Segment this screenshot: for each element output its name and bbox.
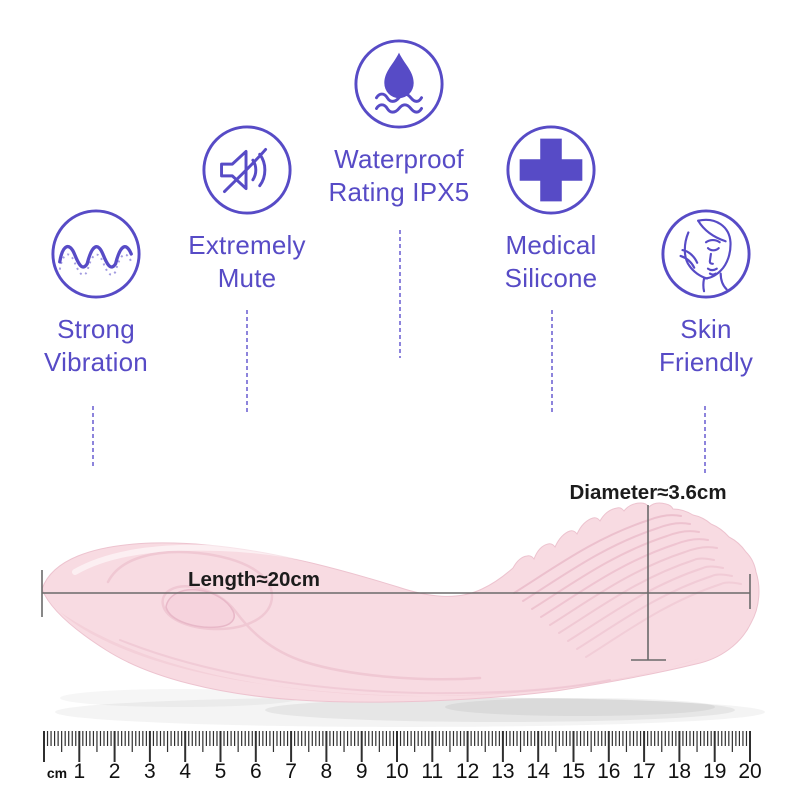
feature-extremely-mute: Extremely Mute [157,123,337,295]
feature-label: Extremely Mute [188,229,305,295]
ruler-number: 19 [703,760,726,783]
feature-label: Medical Silicone [505,229,598,295]
rib-line [549,546,718,626]
connector-dotted-line-medical [551,310,554,415]
feature-label-line: Friendly [658,347,754,377]
feature-skin-friendly: Skin Friendly [616,207,796,379]
feature-waterproof: Waterproof Rating IPX5 [309,37,489,209]
ruler-number: 10 [385,760,408,783]
feature-label-line: Extremely [188,230,306,260]
ruler-number: 1 [73,760,85,783]
female-face-icon [661,209,751,299]
rib-line [540,538,709,618]
ruler-number: 7 [285,760,297,783]
ruler-number: 20 [738,760,761,783]
connector-dotted-line-skin [704,406,707,474]
ruler: cm 1 2 3 4 5 6 7 8 9 10 11 12 13 14 15 16 17 18 19 20 [43,731,762,783]
ruler-number: 3 [144,760,156,783]
feature-label-line: Vibration [44,347,148,377]
ruler-unit-label: cm [47,765,67,781]
ruler-number: 16 [597,760,620,783]
ruler-number: 14 [527,760,551,783]
waterdrop-waves-icon [354,39,444,129]
ruler-number: 6 [250,760,262,783]
feature-label-line: Strong [57,314,135,344]
medical-cross-icon [506,125,596,215]
connector-dotted-line-waterproof [399,230,402,358]
feature-label: Skin Friendly [659,313,753,379]
length-annotation: Length≈20cm [41,568,751,617]
ruler-number: 9 [356,760,368,783]
product-shadow [55,697,765,727]
rib-line [585,581,742,658]
feature-label: Strong Vibration [44,313,148,379]
ribbed-texture [513,514,742,658]
rib-line [576,573,733,650]
feature-label-line: Medical [505,230,597,260]
diameter-label: Diameter≈3.6cm [569,481,726,504]
ruler-number: 4 [179,760,191,783]
rib-line [513,514,682,594]
ruler-number: 5 [215,760,227,783]
rib-line [558,557,715,634]
mute-speaker-icon [202,125,292,215]
ruler-number: 12 [456,760,479,783]
ruler-number: 11 [421,760,443,783]
feature-label-line: Rating IPX5 [328,177,470,207]
ruler-number: 15 [562,760,585,783]
feature-label-line: Waterproof [334,144,464,174]
diameter-annotation: Diameter≈3.6cm [569,481,727,661]
vibration-wave-icon [51,209,141,299]
feature-strong-vibration: Strong Vibration [6,207,186,379]
feature-label-line: Silicone [504,263,598,293]
ruler-number: 2 [109,760,121,783]
rib-line [522,522,691,602]
rib-line [567,565,724,642]
feature-medical-silicone: Medical Silicone [461,123,641,295]
feature-label: Waterproof Rating IPX5 [329,143,470,209]
ruler-number: 17 [632,760,655,783]
feature-label-line: Skin [680,314,732,344]
product-image [41,502,760,703]
connector-dotted-line-mute [246,310,249,415]
ruler-number: 18 [668,760,691,783]
ruler-number: 8 [321,760,333,783]
ruler-number: 13 [491,760,514,783]
length-label: Length≈20cm [188,568,320,591]
connector-dotted-line-vibration [92,406,95,468]
feature-label-line: Mute [217,263,277,293]
